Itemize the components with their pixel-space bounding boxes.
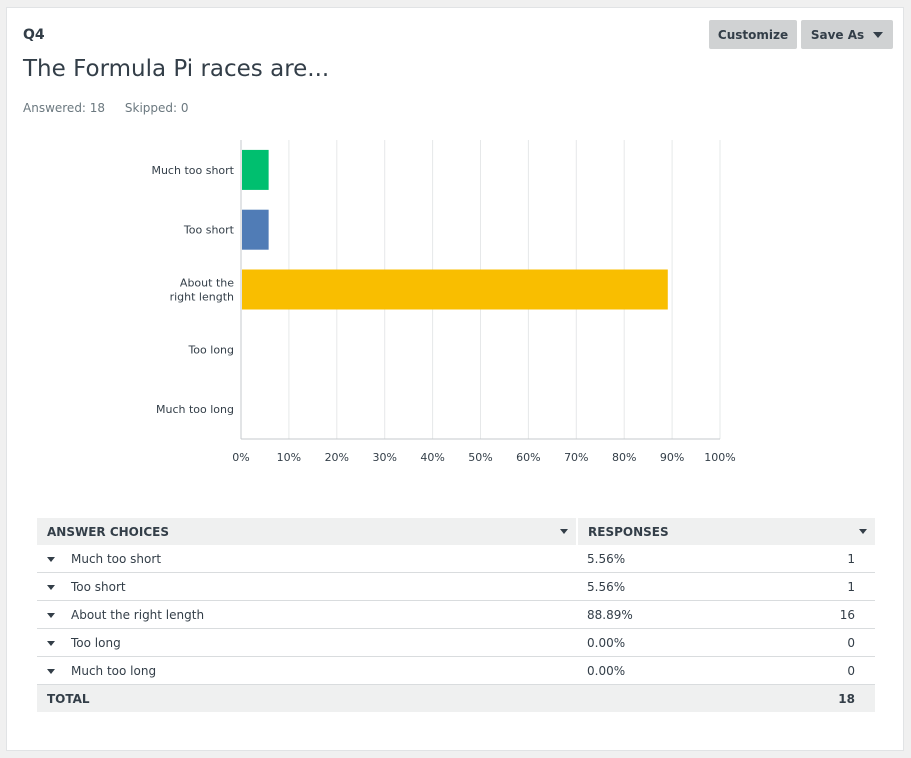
skipped-count: Skipped: 0	[124, 101, 189, 115]
expand-caret-icon[interactable]	[47, 556, 55, 562]
bar[interactable]	[242, 149, 269, 190]
total-count: 18	[751, 684, 875, 712]
response-count: 1	[751, 572, 875, 601]
response-count: 1	[751, 545, 875, 573]
response-count: 0	[751, 656, 875, 685]
choice-label: Much too short	[71, 551, 162, 566]
sort-caret-icon	[859, 529, 867, 534]
response-percent: 88.89%	[577, 600, 752, 629]
x-tick-label: 0%	[232, 451, 249, 464]
category-label: Much too long	[156, 403, 234, 416]
save-as-label: Save As	[810, 27, 865, 42]
sort-caret-icon	[560, 529, 568, 534]
results-table: ANSWER CHOICES RESPONSES Much too short …	[37, 518, 875, 712]
category-label: About the right length	[170, 277, 235, 304]
x-tick-label: 10%	[277, 451, 301, 464]
total-label: TOTAL	[37, 684, 577, 712]
response-count: 16	[751, 600, 875, 629]
x-tick-label: 90%	[660, 451, 684, 464]
table-row: About the right length 88.89% 16	[37, 600, 875, 629]
response-percent: 5.56%	[577, 545, 752, 573]
choice-label: Too long	[71, 635, 121, 650]
table-row: Too long 0.00% 0	[37, 628, 875, 657]
expand-caret-icon[interactable]	[47, 612, 55, 618]
expand-caret-icon[interactable]	[47, 640, 55, 646]
bar-chart: 0% 10% 20% 30% 40% 50% 60% 70% 80% 90% 100% Much to…	[151, 140, 736, 464]
question-card: Q4 The Formula Pi races are... Answered:…	[6, 7, 904, 751]
table-row: Much too long 0.00% 0	[37, 656, 875, 685]
x-tick-label: 30%	[372, 451, 396, 464]
category-label: Too short	[183, 224, 235, 237]
header-answer-choices[interactable]: ANSWER CHOICES	[37, 518, 578, 545]
question-number: Q4	[23, 27, 45, 43]
bar[interactable]	[242, 209, 269, 250]
table-header-row: ANSWER CHOICES RESPONSES	[37, 518, 875, 545]
total-row: TOTAL 18	[37, 684, 875, 712]
bar[interactable]	[242, 269, 668, 310]
response-percent: 5.56%	[577, 572, 752, 601]
x-tick-label: 70%	[564, 451, 588, 464]
response-percent: 0.00%	[577, 628, 752, 657]
response-stats: Answered: 18 Skipped: 0	[23, 101, 205, 115]
save-as-button[interactable]: Save As	[801, 20, 893, 49]
table-row: Much too short 5.56% 1	[37, 545, 875, 573]
x-tick-label: 50%	[468, 451, 492, 464]
x-tick-label: 60%	[516, 451, 540, 464]
response-percent: 0.00%	[577, 656, 752, 685]
choice-label: Much too long	[71, 663, 157, 678]
category-label: Much too short	[151, 164, 234, 177]
caret-down-icon	[873, 31, 884, 38]
x-tick-label: 20%	[325, 451, 349, 464]
category-label: Too long	[187, 343, 234, 356]
choice-label: About the right length	[71, 607, 205, 622]
x-tick-label: 40%	[420, 451, 444, 464]
x-tick-label: 80%	[612, 451, 636, 464]
table-row: Too short 5.56% 1	[37, 572, 875, 601]
customize-button[interactable]: Customize	[709, 20, 797, 49]
x-tick-label: 100%	[704, 451, 735, 464]
choice-label: Too short	[71, 579, 126, 594]
response-count: 0	[751, 628, 875, 657]
answered-count: Answered: 18	[23, 101, 106, 115]
header-responses[interactable]: RESPONSES	[577, 518, 875, 545]
expand-caret-icon[interactable]	[47, 584, 55, 590]
question-title: The Formula Pi races are...	[23, 56, 330, 82]
expand-caret-icon[interactable]	[47, 668, 55, 674]
customize-label: Customize	[717, 27, 789, 42]
